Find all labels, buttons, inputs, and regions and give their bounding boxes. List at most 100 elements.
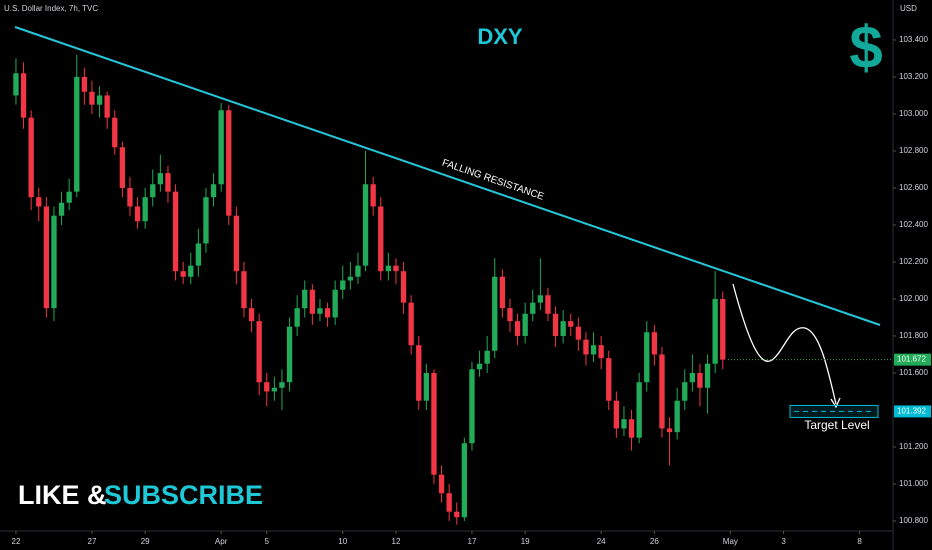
- candle-body: [416, 345, 422, 401]
- y-tick-label: 103.200: [899, 72, 928, 81]
- candle-body: [666, 428, 673, 433]
- y-tick-label: 101.200: [899, 442, 928, 451]
- candle-body: [484, 350, 490, 364]
- candle-body: [461, 443, 468, 518]
- candle-body: [58, 202, 65, 216]
- y-tick-label: 102.200: [899, 257, 928, 266]
- x-tick-label: 5: [265, 537, 270, 546]
- candle-body: [317, 308, 323, 314]
- candle-body: [545, 295, 551, 314]
- candle-body: [507, 308, 513, 322]
- candle-body: [560, 321, 566, 336]
- candle-body: [712, 298, 718, 364]
- x-tick-label: 19: [521, 537, 530, 546]
- candle-body: [651, 332, 658, 355]
- candle-body: [157, 173, 164, 185]
- x-tick-label: 8: [857, 537, 862, 546]
- candle-body: [720, 298, 726, 360]
- x-tick-label: 3: [781, 537, 786, 546]
- candle-body: [195, 243, 202, 266]
- candle-body: [210, 184, 217, 198]
- candle-body: [522, 313, 528, 336]
- candle-body: [408, 302, 414, 346]
- candle-body: [119, 147, 126, 188]
- candle-body: [613, 400, 620, 429]
- y-tick-label: 102.600: [899, 183, 928, 192]
- candle-body: [104, 95, 110, 118]
- candle-body: [659, 354, 665, 429]
- candle-body: [438, 474, 445, 494]
- y-tick-label: 103.000: [899, 109, 928, 118]
- candle-body: [355, 265, 361, 277]
- candle-body: [241, 271, 247, 309]
- candle-body: [51, 215, 57, 309]
- x-tick-label: 26: [650, 537, 659, 546]
- candle-body: [606, 358, 612, 401]
- candle-body: [492, 276, 498, 351]
- x-tick-label: 24: [597, 537, 606, 546]
- candle-body: [294, 308, 300, 327]
- candle-body: [628, 419, 635, 438]
- candle-body: [81, 76, 88, 92]
- candle-body: [74, 76, 80, 192]
- candle-body: [150, 184, 156, 198]
- candle-body: [302, 289, 308, 309]
- candle-body: [682, 382, 688, 401]
- footer-like: LIKE &: [18, 480, 107, 510]
- candle-body: [340, 280, 346, 290]
- candle-body: [28, 117, 34, 198]
- candle-body: [621, 419, 627, 429]
- arrow-head: [830, 397, 841, 409]
- candle-body: [256, 321, 262, 383]
- candle-body: [248, 308, 255, 322]
- candle-body: [423, 372, 430, 401]
- projection-arrow: [732, 283, 837, 405]
- candle-body: [393, 265, 399, 272]
- candle-body: [286, 326, 293, 383]
- price-tag: [894, 405, 931, 418]
- candle-body: [332, 289, 338, 318]
- candle-body: [279, 382, 285, 388]
- candle-body: [446, 493, 452, 512]
- candle-body: [20, 73, 27, 118]
- header: U.S. Dollar Index, 7h, TVC: [4, 4, 98, 13]
- candle-body: [697, 372, 703, 388]
- candle-body: [469, 369, 475, 444]
- y-tick-label: 100.800: [899, 516, 928, 525]
- x-tick-label: May: [723, 537, 738, 546]
- candle-body: [309, 289, 316, 314]
- candle-body: [36, 197, 42, 207]
- candle-body: [226, 110, 232, 216]
- candle-body: [370, 184, 376, 207]
- candle-body: [568, 321, 574, 327]
- candle-body: [218, 110, 224, 185]
- y-tick-label: 101.000: [899, 479, 928, 488]
- candle-body: [233, 215, 240, 272]
- candle-body: [704, 363, 711, 388]
- footer-subscribe: SUBSCRIBE: [104, 480, 263, 510]
- x-tick-label: 29: [141, 537, 150, 546]
- candle-body: [514, 321, 521, 336]
- trendline: [14, 26, 881, 326]
- candle-body: [385, 265, 392, 272]
- candle-body: [552, 313, 559, 336]
- candle-body: [89, 91, 95, 105]
- x-tick-label: 10: [338, 537, 347, 546]
- candle-body: [530, 302, 536, 314]
- candle-body: [400, 271, 407, 303]
- price-tag-label: 101.672: [897, 355, 926, 364]
- candle-body: [499, 276, 506, 309]
- y-tick-label: 103.400: [899, 35, 928, 44]
- candle-body: [636, 382, 642, 438]
- candle-body: [127, 187, 133, 207]
- candle-body: [13, 73, 19, 96]
- y-tick-label: 102.800: [899, 146, 928, 155]
- x-tick-label: 22: [12, 537, 21, 546]
- candle-body: [347, 276, 354, 281]
- x-tick-label: 17: [468, 537, 477, 546]
- y-tick-label: 102.400: [899, 220, 928, 229]
- candle-body: [96, 95, 103, 105]
- candle-body: [689, 372, 696, 383]
- target-label: Target Level: [804, 418, 869, 432]
